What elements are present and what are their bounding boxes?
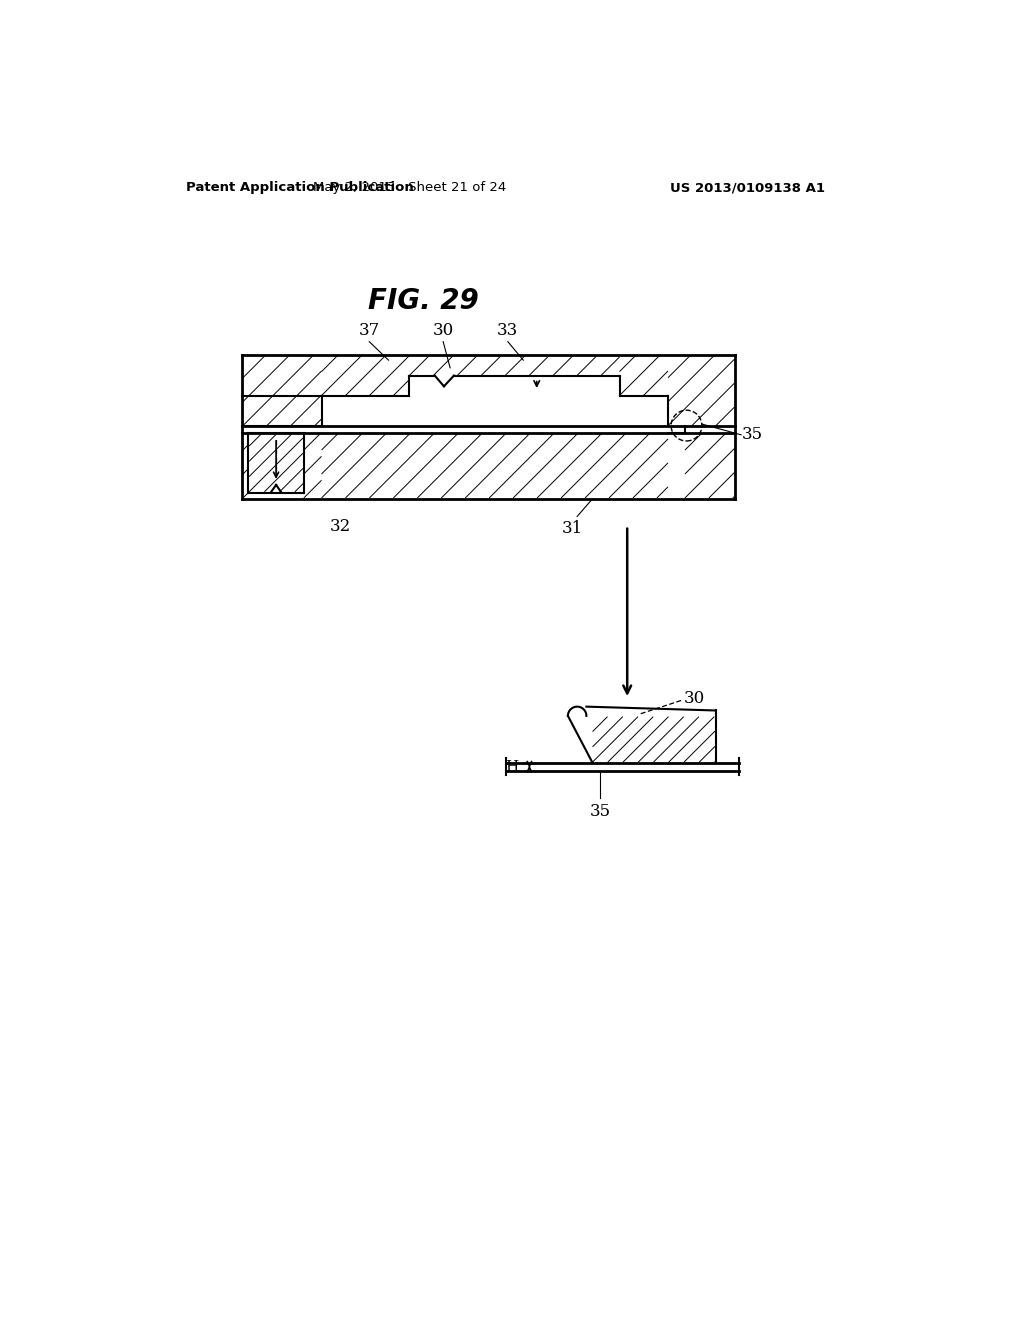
Text: Patent Application Publication: Patent Application Publication <box>186 181 414 194</box>
Text: 30: 30 <box>683 690 705 708</box>
Text: FIG. 29: FIG. 29 <box>368 286 478 315</box>
Text: 35: 35 <box>590 803 611 820</box>
Text: 37: 37 <box>358 322 380 339</box>
Text: 32: 32 <box>330 517 350 535</box>
Text: US 2013/0109138 A1: US 2013/0109138 A1 <box>670 181 824 194</box>
Text: 30: 30 <box>432 322 454 339</box>
Text: May 2, 2013   Sheet 21 of 24: May 2, 2013 Sheet 21 of 24 <box>312 181 506 194</box>
Text: 31: 31 <box>562 520 583 537</box>
Text: H: H <box>506 760 518 774</box>
Text: 35: 35 <box>742 425 763 442</box>
Text: 33: 33 <box>498 322 518 339</box>
